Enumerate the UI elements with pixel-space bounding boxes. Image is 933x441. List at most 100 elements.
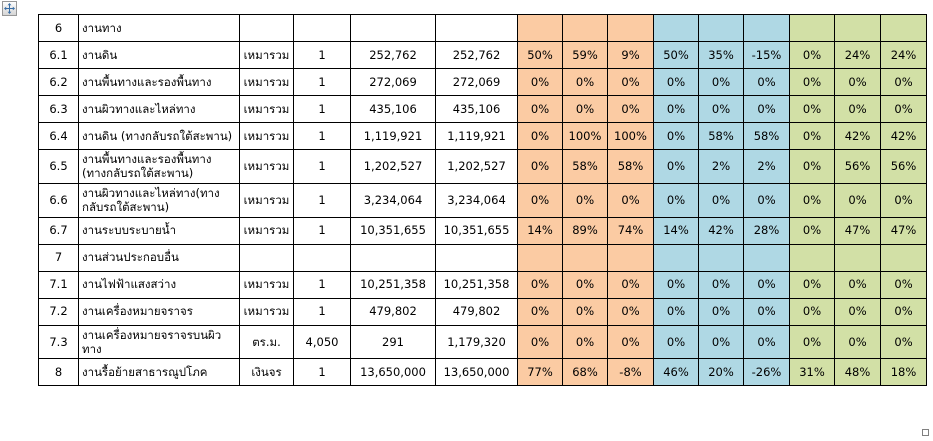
- cell-percent[interactable]: 100%: [562, 122, 608, 150]
- cell-percent[interactable]: 0%: [789, 324, 835, 360]
- cell-description[interactable]: งานทาง: [78, 14, 240, 42]
- cell-unit[interactable]: เหมารวม: [239, 122, 294, 150]
- cell-description[interactable]: งานระบบระบายน้ำ: [78, 216, 240, 245]
- cell-percent[interactable]: [834, 243, 881, 272]
- cell-amount[interactable]: [435, 243, 518, 272]
- cell-amount[interactable]: 10,251,358: [435, 270, 518, 299]
- cell-percent[interactable]: 0%: [789, 270, 835, 299]
- cell-percent[interactable]: 18%: [880, 358, 927, 387]
- cell-amount[interactable]: 435,106: [435, 95, 518, 123]
- cell-percent[interactable]: 2%: [698, 149, 744, 184]
- cell-percent[interactable]: 50%: [517, 41, 563, 69]
- cell-amount[interactable]: 13,650,000: [435, 358, 518, 387]
- cell-percent[interactable]: 0%: [607, 95, 654, 123]
- cell-item-no[interactable]: 6.7: [38, 216, 79, 245]
- cell-quantity[interactable]: [293, 243, 351, 272]
- cell-percent[interactable]: 0%: [698, 68, 744, 96]
- cell-percent[interactable]: 46%: [653, 358, 699, 387]
- cell-percent[interactable]: 20%: [698, 358, 744, 387]
- cell-unit[interactable]: เงินจร: [239, 358, 294, 387]
- cell-percent[interactable]: 0%: [562, 297, 608, 326]
- cell-quantity[interactable]: 1: [293, 270, 351, 299]
- cell-percent[interactable]: 0%: [698, 182, 744, 218]
- cell-percent[interactable]: 58%: [607, 149, 654, 184]
- cell-percent[interactable]: -8%: [607, 358, 654, 387]
- cell-percent[interactable]: 42%: [880, 122, 927, 150]
- cell-item-no[interactable]: 7: [38, 243, 79, 272]
- cell-percent[interactable]: 0%: [880, 270, 927, 299]
- cell-quantity[interactable]: [293, 14, 351, 42]
- cell-amount[interactable]: [435, 14, 518, 42]
- cell-percent[interactable]: [698, 243, 744, 272]
- cell-percent[interactable]: 9%: [607, 41, 654, 69]
- cell-unit[interactable]: เหมารวม: [239, 68, 294, 96]
- cell-quantity[interactable]: 1: [293, 149, 351, 184]
- cell-percent[interactable]: 0%: [789, 149, 835, 184]
- cell-percent[interactable]: 0%: [653, 182, 699, 218]
- cell-percent[interactable]: 14%: [517, 216, 563, 245]
- cell-percent[interactable]: 0%: [698, 270, 744, 299]
- cell-percent[interactable]: 31%: [789, 358, 835, 387]
- cell-percent[interactable]: -15%: [743, 41, 790, 69]
- cell-item-no[interactable]: 6.1: [38, 41, 79, 69]
- cell-percent[interactable]: 68%: [562, 358, 608, 387]
- cell-amount[interactable]: 1,119,921: [435, 122, 518, 150]
- cell-unit-price[interactable]: [350, 243, 436, 272]
- cell-percent[interactable]: 0%: [653, 149, 699, 184]
- cell-unit[interactable]: เหมารวม: [239, 297, 294, 326]
- cell-percent[interactable]: [743, 243, 790, 272]
- cell-percent[interactable]: 0%: [562, 182, 608, 218]
- cell-quantity[interactable]: 1: [293, 216, 351, 245]
- cell-percent[interactable]: 0%: [834, 68, 881, 96]
- cell-percent[interactable]: 0%: [834, 95, 881, 123]
- cell-percent[interactable]: 0%: [653, 68, 699, 96]
- cell-percent[interactable]: 0%: [607, 297, 654, 326]
- cell-percent[interactable]: 0%: [607, 182, 654, 218]
- cell-percent[interactable]: 0%: [517, 324, 563, 360]
- cell-percent[interactable]: 0%: [789, 297, 835, 326]
- cell-percent[interactable]: [562, 14, 608, 42]
- cell-percent[interactable]: 28%: [743, 216, 790, 245]
- cell-percent[interactable]: 100%: [607, 122, 654, 150]
- cell-percent[interactable]: 89%: [562, 216, 608, 245]
- cell-percent[interactable]: 0%: [789, 68, 835, 96]
- cell-percent[interactable]: 56%: [834, 149, 881, 184]
- cell-percent[interactable]: 42%: [698, 216, 744, 245]
- cell-percent[interactable]: 0%: [517, 95, 563, 123]
- cell-percent[interactable]: 0%: [698, 95, 744, 123]
- table-move-handle[interactable]: [2, 1, 17, 16]
- cell-unit-price[interactable]: 10,251,358: [350, 270, 436, 299]
- cell-percent[interactable]: 58%: [698, 122, 744, 150]
- cell-percent[interactable]: 0%: [698, 297, 744, 326]
- cell-percent[interactable]: [562, 243, 608, 272]
- cell-unit-price[interactable]: 252,762: [350, 41, 436, 69]
- cell-item-no[interactable]: 6.6: [38, 182, 79, 218]
- cell-quantity[interactable]: 1: [293, 122, 351, 150]
- cell-percent[interactable]: 0%: [880, 297, 927, 326]
- cell-percent[interactable]: 74%: [607, 216, 654, 245]
- cell-percent[interactable]: 0%: [517, 122, 563, 150]
- cell-percent[interactable]: [607, 14, 654, 42]
- cell-percent[interactable]: 50%: [653, 41, 699, 69]
- cell-description[interactable]: งานดิน (ทางกลับรถใต้สะพาน): [78, 122, 240, 150]
- cell-unit[interactable]: [239, 14, 294, 42]
- cell-percent[interactable]: 0%: [880, 95, 927, 123]
- cell-percent[interactable]: 47%: [880, 216, 927, 245]
- cell-unit-price[interactable]: 3,234,064: [350, 182, 436, 218]
- cell-percent[interactable]: 0%: [653, 324, 699, 360]
- table-resize-handle[interactable]: [922, 429, 929, 436]
- cell-quantity[interactable]: 1: [293, 68, 351, 96]
- cell-percent[interactable]: 0%: [834, 324, 881, 360]
- cell-percent[interactable]: 58%: [743, 122, 790, 150]
- cell-percent[interactable]: 0%: [789, 95, 835, 123]
- cell-item-no[interactable]: 6.2: [38, 68, 79, 96]
- cell-amount[interactable]: 1,202,527: [435, 149, 518, 184]
- cell-percent[interactable]: 0%: [880, 324, 927, 360]
- cell-percent[interactable]: 0%: [880, 68, 927, 96]
- cell-item-no[interactable]: 6: [38, 14, 79, 42]
- cell-percent[interactable]: [743, 14, 790, 42]
- cell-description[interactable]: งานเครื่องหมายจราจร: [78, 297, 240, 326]
- cell-description[interactable]: งานดิน: [78, 41, 240, 69]
- cell-description[interactable]: งานส่วนประกอบอื่น: [78, 243, 240, 272]
- cell-unit-price[interactable]: [350, 14, 436, 42]
